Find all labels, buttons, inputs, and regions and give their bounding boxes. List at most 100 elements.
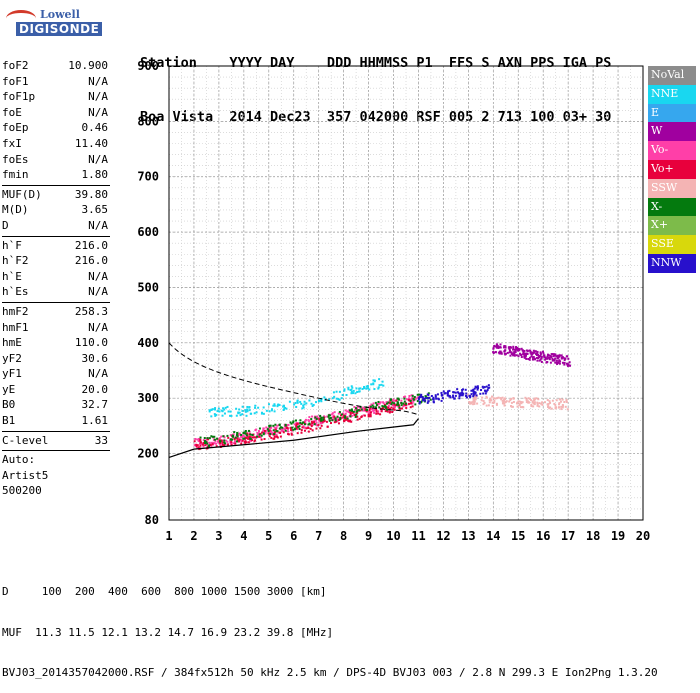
echo-mark (378, 384, 381, 387)
echo-mark (499, 346, 502, 349)
echo-mark (328, 417, 331, 420)
echo-mark (205, 439, 208, 442)
echo-mark (410, 397, 413, 400)
echo-mark (252, 436, 255, 439)
echo-mark (416, 400, 419, 403)
legend-item-ssw: SSW (648, 178, 696, 198)
x-tick-label: 14 (486, 529, 500, 543)
echo-mark (410, 399, 413, 402)
echo-mark (304, 418, 307, 421)
echo-mark (350, 392, 353, 395)
echo-mark (474, 385, 477, 388)
echo-mark (270, 409, 273, 412)
param-row: hmF2 258.3 (2, 304, 110, 320)
echo-mark (295, 423, 298, 426)
echo-mark (262, 433, 265, 436)
echo-mark (402, 405, 405, 408)
echo-mark (565, 362, 568, 365)
echo-mark (272, 424, 275, 427)
echo-mark (223, 443, 226, 446)
echo-mark (351, 414, 354, 417)
echo-mark (273, 434, 276, 437)
echo-mark (235, 407, 238, 410)
header-values: Boa Vista 2014 Dec23 357 042000 RSF 005 … (140, 109, 612, 125)
echo-mark (302, 421, 305, 424)
echo-mark (555, 359, 558, 362)
echo-mark (343, 416, 346, 419)
x-tick-label: 10 (386, 529, 400, 543)
echo-mark (307, 430, 310, 433)
echo-mark (218, 437, 221, 440)
echo-mark (497, 345, 500, 348)
param-row: h`E N/A (2, 269, 110, 285)
echo-mark (536, 351, 539, 354)
echo-mark (385, 401, 388, 404)
echo-mark (503, 402, 506, 405)
echo-mark (291, 426, 294, 429)
echo-mark (242, 437, 245, 440)
echo-mark (537, 398, 540, 401)
echo-mark (398, 407, 401, 410)
echo-mark (469, 401, 472, 404)
echo-mark (547, 402, 550, 405)
y-tick-label: 400 (137, 336, 159, 350)
echo-mark (529, 349, 532, 352)
echo-mark (332, 414, 335, 417)
echo-mark (456, 391, 459, 394)
echo-mark (241, 413, 244, 416)
echo-mark (384, 407, 387, 410)
echo-mark (535, 353, 538, 356)
echo-mark (219, 440, 222, 443)
echo-mark (414, 403, 417, 406)
echo-mark (547, 354, 550, 357)
echo-mark (360, 408, 363, 411)
echo-mark (353, 406, 356, 409)
echo-mark (550, 407, 553, 410)
echo-mark (282, 405, 285, 408)
echo-mark (289, 421, 292, 424)
echo-mark (213, 435, 216, 438)
y-tick-label: 500 (137, 280, 159, 294)
echo-mark (462, 392, 465, 395)
echo-mark (467, 393, 470, 396)
echo-mark (273, 433, 276, 436)
echo-mark (398, 406, 401, 409)
echo-mark (307, 423, 310, 426)
echo-mark (522, 353, 525, 356)
echo-mark (470, 393, 473, 396)
echo-mark (229, 439, 232, 442)
echo-mark (366, 384, 369, 387)
x-tick-label: 12 (436, 529, 450, 543)
echo-mark (420, 395, 423, 398)
echo-mark (200, 442, 203, 445)
echo-mark (288, 400, 291, 403)
echo-mark (318, 418, 321, 421)
echo-mark (515, 347, 518, 350)
echo-mark (405, 402, 408, 405)
echo-mark (411, 402, 414, 405)
echo-mark (326, 415, 329, 418)
echo-mark (295, 421, 298, 424)
echo-mark (389, 410, 392, 413)
echo-mark (299, 419, 302, 422)
echo-mark (359, 387, 362, 390)
echo-mark (535, 356, 538, 359)
echo-mark (525, 357, 528, 360)
echo-mark (561, 406, 564, 409)
echo-mark (502, 346, 505, 349)
echo-mark (521, 349, 524, 352)
echo-mark (452, 396, 455, 399)
echo-mark (465, 392, 468, 395)
echo-mark (216, 440, 219, 443)
echo-mark (270, 426, 273, 429)
echo-mark (392, 398, 395, 401)
param-value: 216.0 (74, 238, 108, 252)
echo-mark (547, 405, 550, 408)
echo-mark (301, 426, 304, 429)
echo-mark (271, 432, 274, 435)
echo-mark (218, 410, 221, 413)
echo-mark (371, 404, 374, 407)
echo-mark (333, 411, 336, 414)
echo-mark (516, 405, 519, 408)
echo-mark (396, 403, 399, 406)
